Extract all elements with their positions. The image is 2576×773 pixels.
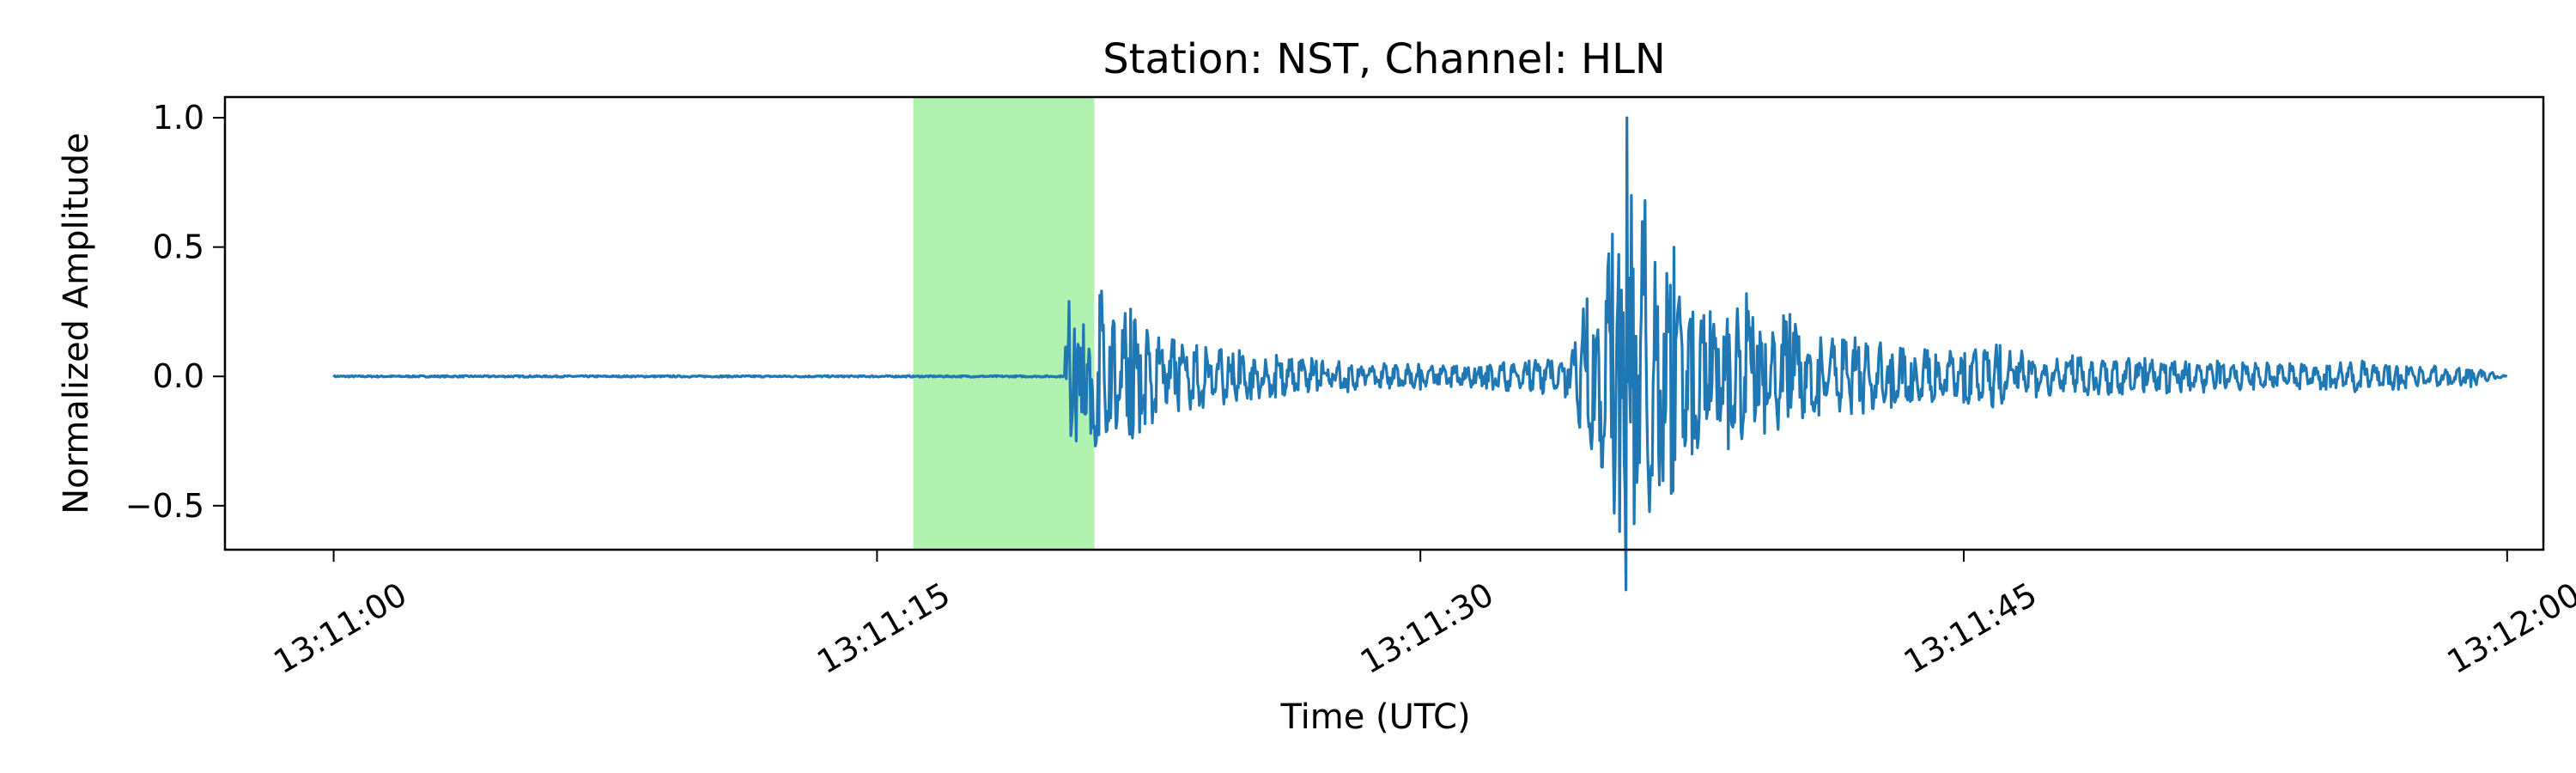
plot-area-frame	[223, 95, 2545, 551]
y-tick-label: 0.0	[153, 357, 204, 395]
waveform-line	[332, 116, 2508, 592]
y-tick-label: 0.5	[153, 228, 204, 266]
highlight-layer	[913, 97, 1095, 550]
x-axis-label: Time (UTC)	[1279, 697, 1470, 737]
highlight-span	[913, 97, 1095, 550]
trace-layer	[332, 116, 2508, 592]
y-tick-label: 1.0	[153, 99, 204, 137]
y-axis-label: Normalized Amplitude	[57, 132, 96, 514]
chart-title: Station: NST, Channel: HLN	[1103, 35, 1666, 83]
y-tick-label: −0.5	[125, 487, 204, 525]
y-axis-ticks: 1.0 0.5 0.0 −0.5	[125, 99, 225, 525]
